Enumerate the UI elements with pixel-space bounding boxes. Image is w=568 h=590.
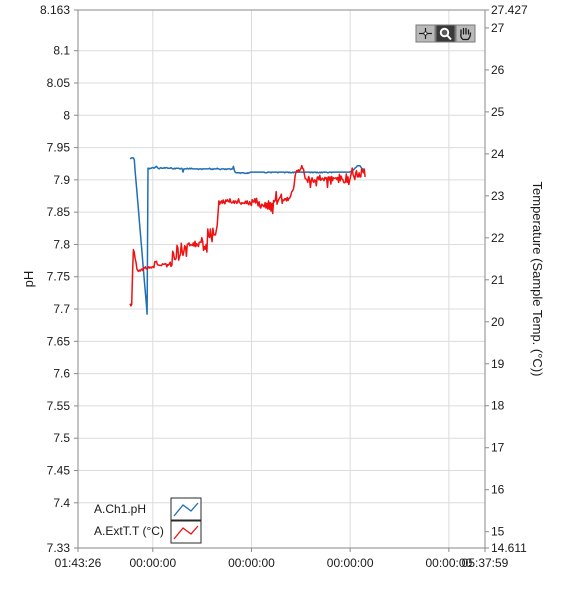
y2-tick-label: 23 [491,189,505,203]
y-tick-label: 7.75 [47,270,71,284]
zoom-button[interactable] [435,24,456,43]
y2-tick-label: 26 [491,63,505,77]
series-line-temperature [129,164,366,307]
series-layer [129,157,366,315]
y-tick-label: 8.05 [47,76,71,90]
series-line-ph [130,157,365,315]
x-tick-label: 05:37:59 [462,556,509,570]
y2-tick-label: 22 [491,231,505,245]
y-tick-label: 7.6 [53,367,70,381]
y2-tick-label: 17 [491,441,505,455]
graph-toolbar [415,24,476,43]
y-axis-title: pH [21,271,36,288]
y2-tick-label: 19 [491,357,505,371]
x-tick-label: 00:00:00 [327,556,374,570]
y2-tick-label: 20 [491,315,505,329]
y-tick-label: 7.95 [47,141,71,155]
y-tick-label: 7.85 [47,205,71,219]
legend-label-temp: A.ExtT.T (°C) [94,524,164,538]
y2-axis-ticks: 27.427 27 26 25 24 23 22 21 20 19 18 17 16 15 14.611 [485,3,528,555]
legend-label-ph: A.Ch1.pH [94,502,146,516]
x-axis-ticks: 01:43:26 00:00:00 00:00:00 00:00:00 00:00:00… [55,548,509,570]
legend-swatch-ph [170,497,202,521]
pan-hand-icon [460,27,472,41]
legend: A.Ch1.pH A.ExtT.T (°C) [94,497,202,544]
pan-button[interactable] [455,24,476,43]
y-tick-label: 7.4 [53,496,70,510]
y2-tick-label: 27 [491,21,505,35]
zoom-icon [439,27,452,41]
x-tick-label: 00:00:00 [129,556,176,570]
y2-tick-label: 25 [491,105,505,119]
y2-tick-label: 14.611 [491,541,527,555]
y2-tick-label: 24 [491,147,505,161]
y-tick-label: 7.33 [47,541,71,555]
y-tick-label: 7.45 [47,463,71,477]
x-tick-label: 00:00:00 [425,556,472,570]
y2-tick-label: 15 [491,525,505,539]
y-tick-label: 7.55 [47,399,71,413]
y-tick-label: 7.9 [53,173,70,187]
y-tick-label: 7.8 [53,237,70,251]
x-tick-label: 01:43:26 [55,556,102,570]
y2-tick-label: 27.427 [491,3,528,17]
crosshair-icon [419,28,432,39]
y-tick-label: 8 [63,108,70,122]
y2-tick-label: 16 [491,483,505,497]
y-axis-ticks: 8.163 8.1 8.05 8 7.95 7.9 7.85 7.8 7.75 7.7 7.65 7.… [40,3,78,555]
y-tick-label: 7.5 [53,431,70,445]
y-tick-label: 7.65 [47,334,71,348]
y-tick-label: 8.163 [40,3,70,17]
y2-tick-label: 21 [491,273,505,287]
y2-axis-title: Temperature (Sample Temp. (°C)) [530,182,545,377]
grid [78,10,485,548]
legend-swatch-temp [170,520,202,544]
crosshair-button[interactable] [415,24,436,43]
y-tick-label: 7.7 [53,302,70,316]
y-tick-label: 8.1 [53,44,70,58]
y2-tick-label: 18 [491,399,505,413]
plot-area [77,9,486,549]
x-tick-label: 00:00:00 [228,556,275,570]
